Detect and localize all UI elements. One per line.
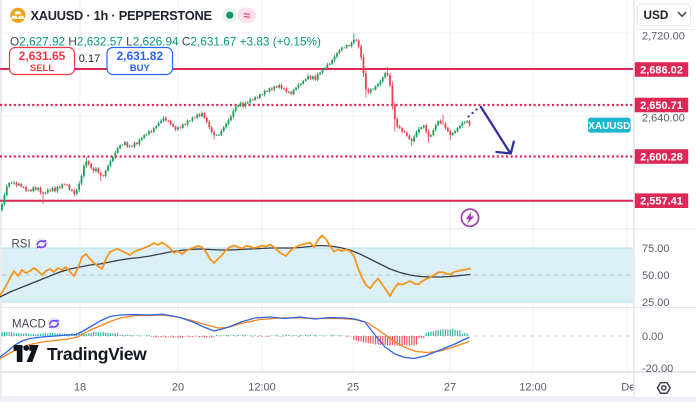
svg-text:2,640.00: 2,640.00 — [642, 112, 685, 124]
svg-text:18: 18 — [74, 382, 86, 394]
svg-text:25: 25 — [347, 382, 359, 394]
svg-text:2,720.00: 2,720.00 — [642, 30, 685, 42]
svg-text:BUY: BUY — [130, 63, 151, 74]
svg-text:O2,627.92 H2,632.57 L2,626.94: O2,627.92 H2,632.57 L2,626.94 C2,631.67 … — [10, 35, 321, 49]
svg-text:2,600.28: 2,600.28 — [640, 151, 683, 163]
svg-text:0.17: 0.17 — [79, 53, 100, 65]
svg-text:RSI: RSI — [12, 239, 31, 251]
svg-text:2,631.82: 2,631.82 — [116, 49, 163, 63]
svg-text:12:00: 12:00 — [519, 382, 547, 394]
svg-text:TradingView: TradingView — [47, 344, 147, 364]
svg-text:XAUUSD: XAUUSD — [588, 121, 630, 132]
svg-text:2,557.41: 2,557.41 — [640, 196, 683, 208]
svg-text:XAUUSD · 1h · PEPPERSTONE: XAUUSD · 1h · PEPPERSTONE — [31, 8, 213, 23]
svg-text:12:00: 12:00 — [248, 382, 276, 394]
svg-text:USD: USD — [644, 8, 669, 22]
svg-text:-20.00: -20.00 — [642, 363, 673, 375]
svg-text:SELL: SELL — [30, 63, 54, 74]
svg-text:50.00: 50.00 — [642, 270, 670, 282]
svg-text:27: 27 — [444, 382, 456, 394]
svg-text:0.00: 0.00 — [642, 331, 663, 343]
svg-text:2,686.02: 2,686.02 — [640, 64, 683, 76]
svg-text:25.00: 25.00 — [642, 297, 670, 309]
svg-text:2,631.65: 2,631.65 — [19, 49, 66, 63]
svg-text:≈: ≈ — [243, 9, 250, 23]
svg-text:MACD: MACD — [12, 319, 46, 331]
svg-text:2,650.71: 2,650.71 — [640, 100, 683, 112]
svg-text:20: 20 — [172, 382, 184, 394]
svg-text:75.00: 75.00 — [642, 243, 670, 255]
